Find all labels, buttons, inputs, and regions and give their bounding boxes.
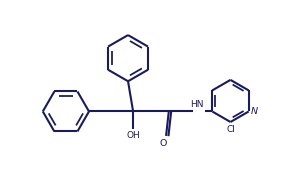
Text: Cl: Cl [226,125,235,134]
Text: OH: OH [126,131,140,140]
Text: O: O [160,139,167,148]
Text: N: N [251,107,258,116]
Text: HN: HN [190,100,204,109]
